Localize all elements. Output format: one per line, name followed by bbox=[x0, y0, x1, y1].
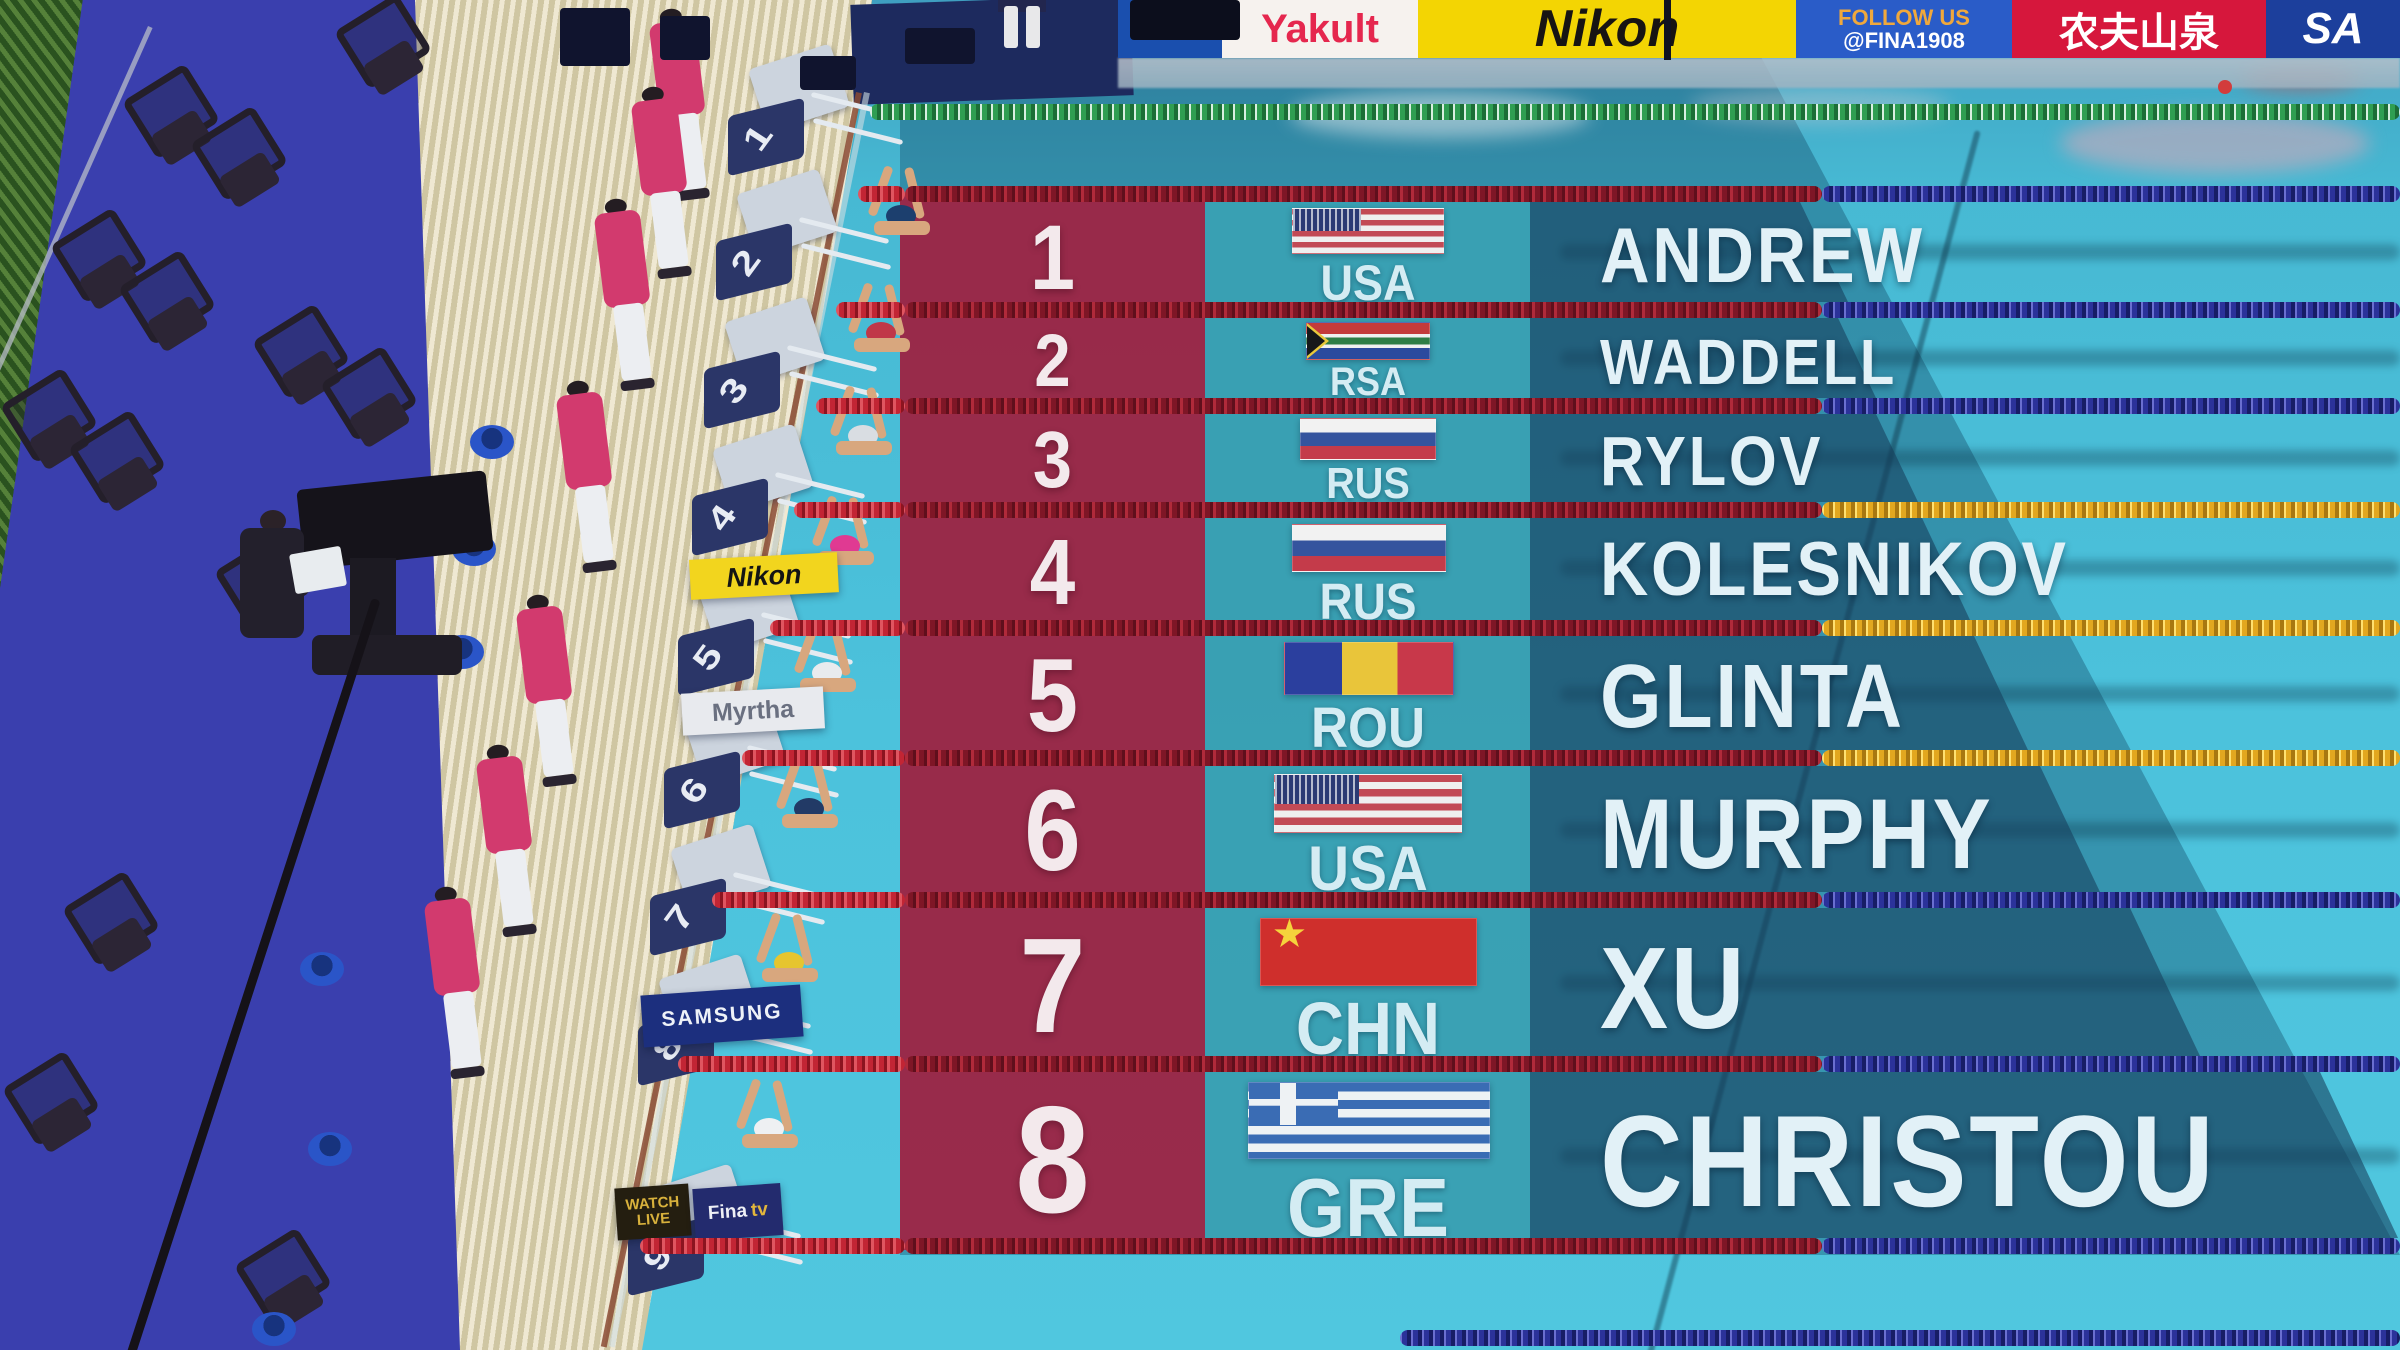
name-band bbox=[1530, 202, 1848, 302]
flag bbox=[1306, 322, 1430, 360]
lane-number: 1 bbox=[1029, 207, 1076, 309]
name-band bbox=[1530, 766, 2100, 892]
flag bbox=[1300, 418, 1436, 460]
country-code: RUS bbox=[1319, 573, 1417, 630]
country-code: ROU bbox=[1310, 696, 1425, 760]
flag bbox=[1248, 1082, 1490, 1159]
swimmer bbox=[726, 1078, 816, 1148]
pole-silhouette bbox=[1664, 0, 1671, 60]
fina-tv-board: Fina tv bbox=[692, 1182, 784, 1242]
swimmer-name: ANDREW bbox=[1600, 211, 1925, 299]
name-band bbox=[1530, 518, 1970, 620]
swimmer bbox=[766, 758, 856, 828]
equipment-case bbox=[560, 8, 630, 66]
lane-rope bbox=[816, 398, 2400, 414]
paper bbox=[288, 545, 348, 595]
person-leg bbox=[1026, 6, 1040, 48]
name-band bbox=[1530, 908, 2200, 1056]
follow-us-panel: FOLLOW US @FINA1908 bbox=[1796, 0, 2012, 58]
buoy-marker bbox=[2218, 80, 2232, 94]
tv-camera-operator bbox=[230, 470, 530, 710]
country-code: CHN bbox=[1295, 987, 1441, 1070]
swimmer-name: WADDELL bbox=[1600, 326, 1897, 398]
flag bbox=[1274, 774, 1462, 833]
swimmer-name: KOLESNIKOV bbox=[1600, 527, 2069, 612]
lane-rope bbox=[678, 1056, 2400, 1072]
lane-rope-green bbox=[870, 104, 2400, 120]
myrtha-deck-board: Myrtha bbox=[680, 686, 826, 736]
lane-rope bbox=[794, 502, 2400, 518]
watch-live-bottom: LIVE bbox=[636, 1209, 671, 1230]
operator-head bbox=[260, 510, 286, 532]
swimmer-name: MURPHY bbox=[1600, 778, 1994, 889]
lane-number: 3 bbox=[1032, 415, 1073, 504]
banner-reflection bbox=[2060, 112, 2370, 174]
samsung-logo: SA bbox=[2266, 0, 2400, 58]
equipment-case bbox=[905, 28, 975, 64]
lane-number: 8 bbox=[1015, 1075, 1090, 1245]
flag bbox=[1292, 524, 1446, 572]
lane-rope bbox=[1400, 1330, 2400, 1346]
follow-us-top: FOLLOW US bbox=[1838, 4, 1970, 30]
lane-rope bbox=[770, 620, 2400, 636]
lane-rope bbox=[742, 750, 2400, 766]
country-code: GRE bbox=[1287, 1161, 1449, 1254]
camera-silhouette bbox=[1130, 0, 1240, 40]
name-band bbox=[1530, 636, 2028, 750]
flag bbox=[1284, 642, 1454, 695]
lane-rope bbox=[836, 302, 2400, 318]
lane-number: 5 bbox=[1027, 638, 1078, 754]
swimmer bbox=[746, 912, 836, 982]
far-deck-edge bbox=[1118, 58, 2400, 88]
name-band bbox=[1530, 414, 1918, 502]
lane-rope bbox=[858, 186, 2400, 202]
swimmer-name: CHRISTOU bbox=[1600, 1088, 2217, 1234]
fina-tv-label: Fina bbox=[707, 1200, 748, 1225]
bucket bbox=[252, 1312, 296, 1346]
lane-number: 2 bbox=[1034, 319, 1071, 402]
lane-number: 4 bbox=[1029, 520, 1076, 624]
lane-number: 7 bbox=[1019, 910, 1086, 1061]
country-code: USA bbox=[1308, 834, 1428, 904]
bucket bbox=[470, 425, 514, 459]
swimmer bbox=[858, 165, 948, 235]
far-deck bbox=[850, 0, 1134, 105]
swimmer-name: XU bbox=[1600, 923, 1748, 1053]
name-band bbox=[1530, 318, 1876, 398]
equipment-case bbox=[660, 16, 710, 60]
swimmer bbox=[838, 282, 928, 352]
yakult-logo: Yakult bbox=[1222, 0, 1418, 58]
nikon-logo: Nikon bbox=[1418, 0, 1796, 58]
flag bbox=[1292, 208, 1444, 254]
flag-column bbox=[1205, 194, 1530, 1250]
bucket bbox=[308, 1132, 352, 1166]
lane-rope bbox=[712, 892, 2400, 908]
nongfu-spring-logo: 农夫山泉 bbox=[2012, 0, 2266, 58]
timing-console bbox=[800, 56, 856, 90]
bucket bbox=[300, 952, 344, 986]
country-code: USA bbox=[1320, 255, 1416, 311]
fina-tv-suffix: tv bbox=[750, 1198, 769, 1222]
flag bbox=[1260, 911, 1477, 986]
person-leg bbox=[1004, 6, 1018, 48]
swimmer-name: RYLOV bbox=[1600, 422, 1824, 500]
nikon-deck-board: Nikon bbox=[689, 552, 839, 600]
country-code: RSA bbox=[1329, 360, 1406, 404]
lane-rope bbox=[640, 1238, 2400, 1254]
name-band bbox=[1530, 1072, 2398, 1238]
lane-number-column bbox=[900, 194, 1205, 1250]
lane-number: 6 bbox=[1024, 767, 1081, 895]
watch-live-board: WATCH LIVE bbox=[614, 1183, 692, 1241]
samsung-deck-board: SAMSUNG bbox=[640, 984, 804, 1048]
swimmer-name: GLINTA bbox=[1600, 647, 1905, 747]
camera-dolly bbox=[312, 635, 462, 675]
swimmer bbox=[820, 385, 910, 455]
follow-us-handle: @FINA1908 bbox=[1843, 28, 1965, 53]
country-code: RUS bbox=[1326, 459, 1410, 508]
